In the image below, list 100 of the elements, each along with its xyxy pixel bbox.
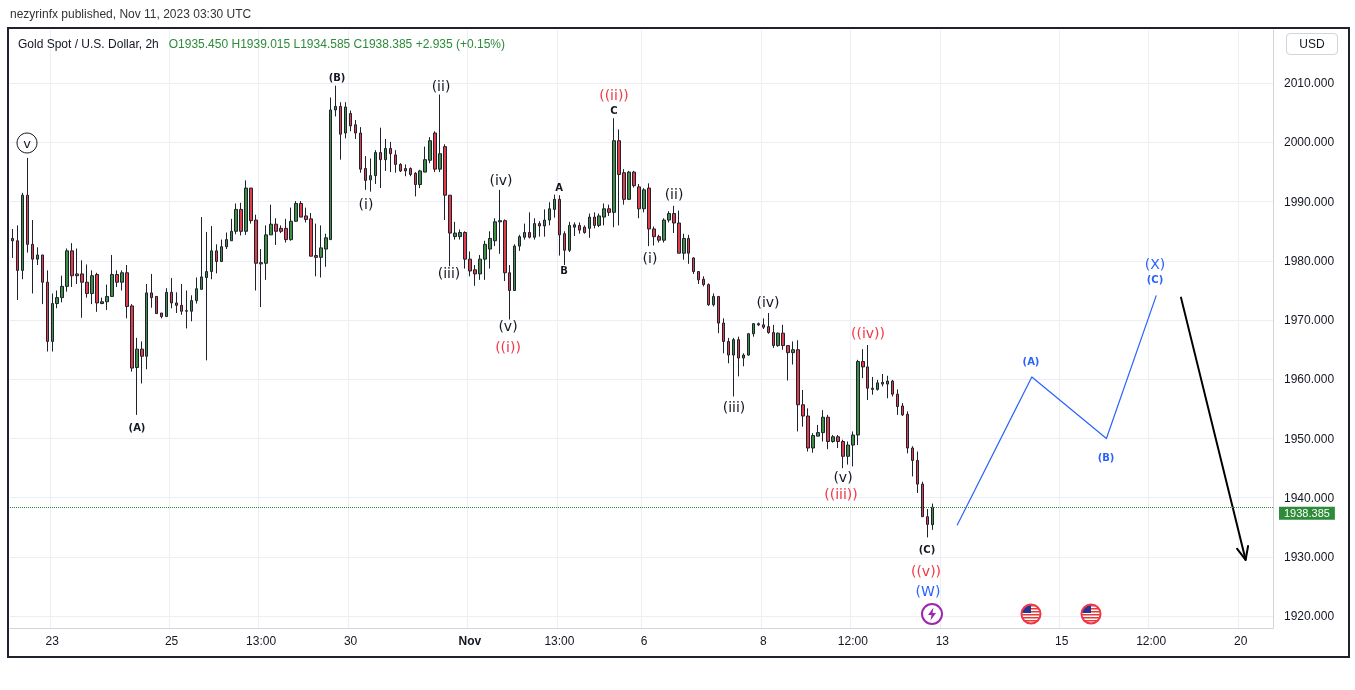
candlestick: [573, 221, 576, 237]
candlestick: [225, 231, 228, 250]
candlestick: [46, 269, 49, 352]
candlestick: [538, 220, 541, 238]
candlestick: [379, 127, 382, 189]
annotation: (iv): [489, 172, 513, 188]
annotation: (ii): [431, 78, 451, 94]
candlestick: [533, 217, 536, 241]
candlestick: [876, 379, 879, 392]
annotation: (X): [1144, 256, 1166, 272]
candlestick: [528, 211, 531, 239]
annotation: B: [560, 264, 568, 276]
annotation: (v): [833, 469, 853, 485]
x-tick-label: 15: [1054, 634, 1069, 648]
candlestick: [732, 337, 735, 397]
candlestick: [737, 336, 740, 377]
candlestick: [205, 231, 208, 361]
candlestick: [692, 256, 695, 275]
x-tick-label: 20: [1234, 634, 1248, 648]
candlestick: [21, 192, 24, 280]
annotation: (iv): [756, 294, 780, 310]
candlestick: [762, 317, 765, 330]
candlestick: [752, 322, 755, 338]
candlestick: [568, 221, 571, 253]
annotation: (C): [1146, 273, 1164, 285]
candlestick: [881, 373, 884, 387]
candlestick: [921, 481, 924, 518]
candlestick: [150, 273, 153, 309]
candlestick: [354, 119, 357, 140]
annotation: ((ii)): [599, 87, 629, 103]
annotation: (C): [918, 543, 936, 555]
annotation: (A): [1022, 355, 1040, 367]
text: nezyrinfx published, Nov 11, 2023 03:30 UTC: [10, 6, 252, 22]
x-tick-label: 13: [935, 634, 950, 648]
y-tick-label: 1990.000: [1284, 194, 1335, 209]
annotation: (iii): [437, 265, 461, 281]
candlestick: [722, 317, 725, 354]
annotation: C: [610, 104, 618, 116]
annotation: (i): [642, 250, 658, 266]
candlestick: [160, 312, 163, 319]
x-tick-label: 30: [343, 634, 358, 648]
candlestick: [359, 126, 362, 174]
candlestick: [404, 163, 407, 177]
annotation: ((v)): [910, 563, 942, 579]
x-tick-label: 6: [640, 634, 648, 648]
annotation: (A): [128, 421, 146, 433]
candlestick: [891, 379, 894, 397]
candlestick: [409, 166, 412, 177]
ref-line-label: 1938.385: [1284, 507, 1330, 520]
candlestick: [31, 219, 34, 294]
candlestick: [757, 321, 760, 327]
candlestick: [220, 239, 223, 262]
candlestick: [901, 402, 904, 417]
candlestick: [931, 503, 934, 531]
x-tick-label: Nov: [458, 634, 482, 648]
candlestick: [926, 508, 929, 538]
annotation: (B): [328, 71, 346, 83]
candlestick: [747, 332, 750, 357]
candlestick: [369, 157, 372, 193]
text: O1935.450 H1939.015 L1934.585 C1938.385 +2.935 (+0.15%): [168, 37, 506, 51]
candlestick: [16, 224, 19, 301]
annotation: ((iii)): [824, 486, 858, 502]
annotation: ((i)): [495, 339, 521, 355]
candlestick: [334, 85, 337, 117]
candlestick: [384, 138, 387, 172]
candlestick: [175, 291, 178, 314]
candlestick: [190, 294, 193, 322]
x-tick-label: 13:00: [246, 634, 277, 648]
candlestick: [712, 292, 715, 307]
candlestick: [697, 271, 700, 285]
candlestick: [210, 225, 213, 280]
candlestick: [513, 243, 516, 292]
annotation: (ii): [664, 186, 684, 202]
candlestick: [215, 243, 218, 274]
candlestick: [36, 246, 39, 266]
candlestick: [523, 223, 526, 241]
candlestick: [195, 276, 198, 305]
annotation: A: [555, 181, 564, 193]
candlestick: [344, 101, 347, 139]
candlestick: [165, 287, 168, 318]
annotation: (v): [498, 318, 518, 334]
candlestick: [886, 375, 889, 399]
y-tick-label: 1930.000: [1284, 549, 1335, 564]
x-tick-label: 13:00: [544, 634, 575, 648]
candlestick: [767, 312, 770, 335]
y-tick-label: 1960.000: [1284, 372, 1335, 387]
candlestick: [518, 234, 521, 252]
candlestick: [583, 224, 586, 235]
candlestick: [742, 352, 745, 367]
candlestick: [394, 149, 397, 174]
x-tick-label: 8: [759, 634, 767, 648]
annotation: (iii): [722, 399, 746, 415]
candlestick: [543, 208, 546, 238]
y-tick-label: 1950.000: [1284, 431, 1335, 446]
text: Gold Spot / U.S. Dollar, 2h: [18, 37, 159, 51]
candlestick: [180, 283, 183, 316]
y-tick-label: 1980.000: [1284, 253, 1335, 268]
annotation: (i): [358, 196, 374, 212]
x-tick-label: 23: [45, 634, 60, 648]
line-series: [956, 295, 1157, 526]
